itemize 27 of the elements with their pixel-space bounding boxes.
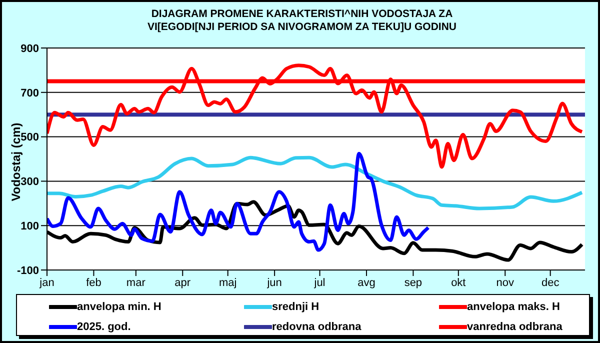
x-tick-label: dec <box>541 276 560 289</box>
x-tick-label: maj <box>218 276 237 289</box>
x-tick-label: apr <box>174 276 191 289</box>
legend-label: anvelopa min. H <box>77 301 162 313</box>
x-tick-label: avg <box>358 276 376 289</box>
y-tick-label: 300 <box>20 176 39 188</box>
y-tick-label: 100 <box>20 220 39 233</box>
legend-label: srednji H <box>272 301 320 313</box>
x-tick-label: feb <box>86 276 102 289</box>
x-tick-label: mar <box>126 276 146 289</box>
y-tick-label: -100 <box>16 264 39 277</box>
legend-label: redovna odbrana <box>272 321 362 333</box>
y-tick-label: 900 <box>20 42 39 55</box>
x-tick-label: jun <box>266 276 282 289</box>
legend-label: anvelopa maks. H <box>467 301 560 313</box>
y-tick-label: 700 <box>20 87 39 100</box>
legend-label: 2025. god. <box>77 321 131 333</box>
x-tick-label: jul <box>313 276 326 289</box>
line-series <box>47 152 430 252</box>
legend-label: vanredna odbrana <box>467 321 562 333</box>
chart-title: DIJAGRAM PROMENE KARAKTERISTI^NIH VODOSTAJA ZA VI[EGODI[NJI PERIOD SA NIVOGRAMOM ZA TEKU]U GODINU <box>146 8 458 34</box>
x-tick-label: jan <box>38 276 54 289</box>
x-tick-label: sep <box>404 276 422 289</box>
y-tick-label: 500 <box>20 132 39 144</box>
x-tick-label: nov <box>496 276 514 289</box>
x-tick-label: okt <box>451 276 466 289</box>
y-axis-title: Vodostaj (cm) <box>9 122 23 202</box>
